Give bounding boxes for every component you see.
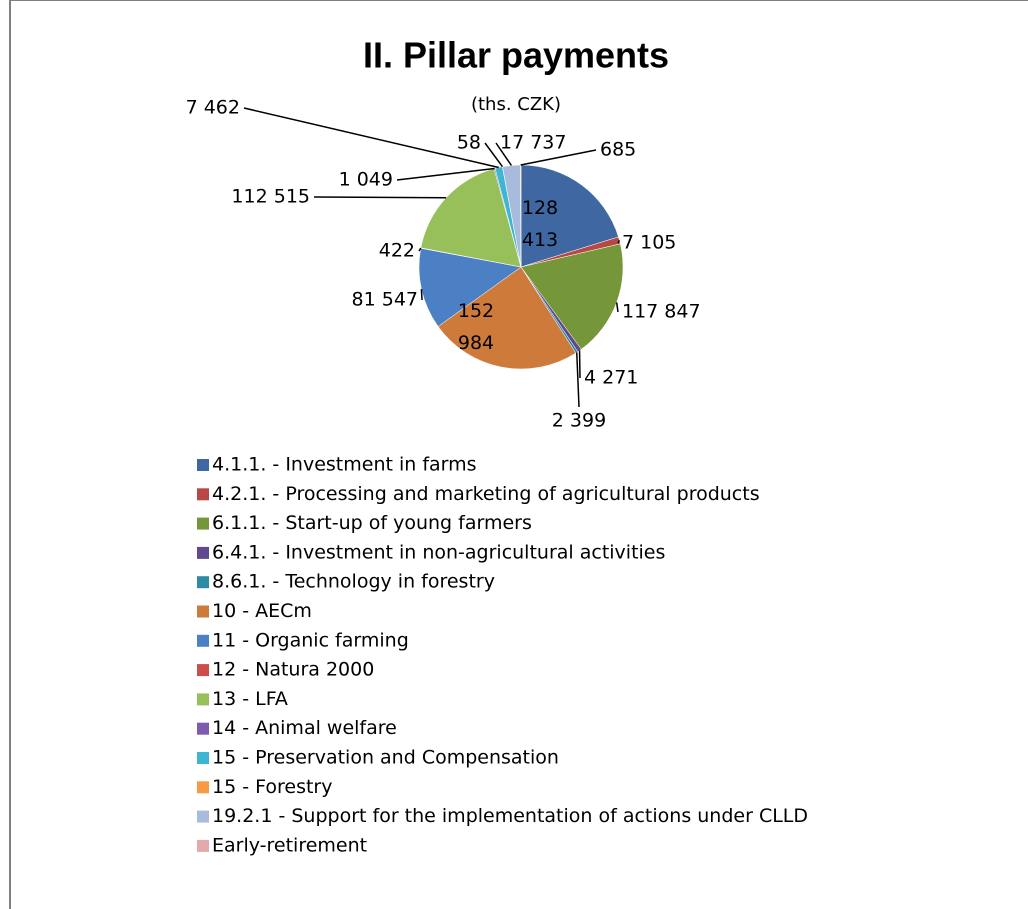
legend-swatch (197, 839, 209, 852)
legend-label: 6.1.1. - Start-up of young farmers (212, 512, 532, 534)
data-label: 422 (379, 240, 415, 262)
data-label: 152 984 (458, 300, 494, 354)
data-label: 2 399 (552, 410, 606, 432)
legend-swatch (197, 576, 209, 589)
legend-swatch (197, 781, 209, 794)
legend-label: 10 - AECm (212, 600, 312, 622)
data-label: 112 515 (231, 186, 310, 208)
legend-label: 4.2.1. - Processing and marketing of agr… (212, 483, 760, 505)
data-label: 7 462 (186, 97, 240, 119)
legend-swatch (197, 634, 209, 647)
legend-label: 15 - Forestry (212, 776, 332, 798)
legend-swatch (197, 488, 209, 501)
leader-line (243, 107, 499, 169)
chart-frame (9, 0, 1028, 909)
pie-slice (520, 243, 624, 350)
leader-line (484, 142, 504, 168)
leader-line (617, 240, 621, 244)
legend-swatch (197, 605, 209, 618)
pie-slice (420, 168, 522, 268)
legend-label: 13 - LFA (212, 688, 288, 710)
chart-subtitle: (ths. CZK) (471, 94, 561, 115)
legend-swatch (197, 664, 209, 677)
leader-line (313, 196, 447, 199)
legend-label: Early-retirement (212, 834, 367, 856)
data-label: 128 413 (522, 197, 558, 251)
legend-swatch (197, 722, 209, 735)
data-label: 58 (457, 132, 481, 154)
data-label: 117 847 (622, 301, 701, 323)
leader-line (396, 167, 495, 181)
legend-label: 19.2.1 - Support for the implementation … (212, 805, 808, 827)
legend-swatch (197, 546, 209, 559)
pie (418, 164, 624, 370)
data-label: 1 049 (339, 169, 393, 191)
legend-swatch (197, 517, 209, 530)
leader-line (418, 247, 422, 252)
data-label: 685 (600, 139, 636, 161)
legend-swatch (197, 693, 209, 706)
legend-label: 8.6.1. - Technology in forestry (212, 571, 495, 593)
legend-label: 6.4.1. - Investment in non-agricultural … (212, 541, 665, 563)
data-label: 17 737 (500, 132, 566, 154)
chart-title: II. Pillar payments (363, 35, 669, 76)
pie-slice (418, 247, 522, 327)
legend-label: 14 - Animal welfare (212, 717, 397, 739)
pie-slice (520, 164, 619, 268)
leader-line (576, 352, 580, 408)
legend-label: 11 - Organic farming (212, 629, 409, 651)
leader-line (495, 142, 512, 166)
leader-line (520, 149, 597, 166)
data-label: 81 547 (352, 289, 418, 311)
legend-swatch (197, 810, 209, 823)
legend-label: 15 - Preservation and Compensation (212, 747, 559, 769)
legend-label: 12 - Natura 2000 (212, 659, 374, 681)
data-label: 7 105 (622, 232, 676, 254)
data-label: 4 271 (584, 367, 638, 389)
data-labels: 128 413 7 105 117 847 4 271 2 399 152 984 81 547… (186, 97, 701, 432)
legend-swatch (197, 752, 209, 764)
legend-swatch (197, 459, 209, 471)
leader-line (615, 302, 619, 313)
legend-label: 4.1.1. - Investment in farms (212, 454, 477, 476)
leader-line (420, 289, 423, 301)
legend: 4.1.1. - Investment in farms 4.2.1. - Pro… (197, 454, 808, 856)
pie-slice (437, 266, 577, 370)
